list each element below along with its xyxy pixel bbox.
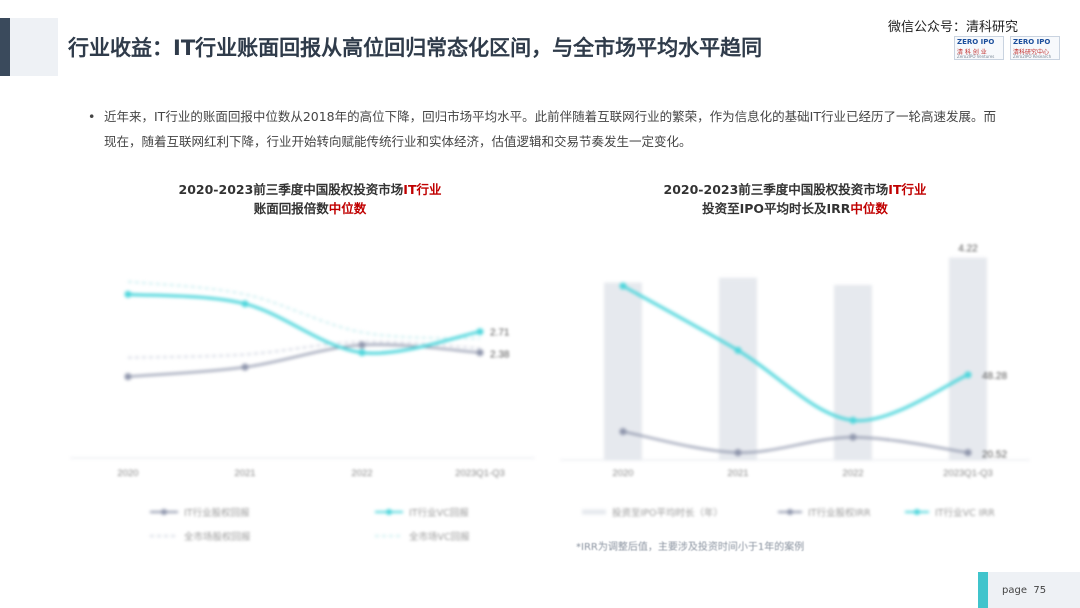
right-series-2-point-0 bbox=[619, 282, 627, 290]
left-legend-label-3: 全市场VC回报 bbox=[409, 531, 470, 543]
right-series-1-point-3 bbox=[964, 449, 972, 457]
right-series-2-point-2 bbox=[849, 416, 857, 424]
title-accent-bar bbox=[0, 18, 10, 76]
left-title-line2: 账面回报倍数 bbox=[253, 201, 329, 216]
left-series-1-point-0 bbox=[124, 290, 132, 298]
left-series-0-point-0 bbox=[124, 373, 132, 381]
left-data-label-0: 2.71 bbox=[490, 328, 510, 339]
brand-logos: ZERO IPO 清 科 创 业 Zero2IPO Ventures ZERO … bbox=[954, 36, 1060, 60]
right-title-line1-highlight: IT行业 bbox=[888, 182, 927, 197]
right-x-tick-0: 2020 bbox=[612, 468, 633, 479]
right-data-label-1: 48.28 bbox=[982, 371, 1007, 382]
page-num: 75 bbox=[1033, 585, 1047, 596]
left-legend-label-0: IT行业股权回报 bbox=[184, 507, 250, 519]
right-legend-label-2: IT行业VC IRR bbox=[935, 507, 995, 519]
left-x-tick-3: 2023Q1-Q3 bbox=[455, 468, 505, 479]
left-legend-label-1: IT行业VC回报 bbox=[409, 507, 469, 519]
right-series-1-point-1 bbox=[734, 449, 742, 457]
right-series-line-2 bbox=[622, 284, 969, 423]
right-title-line1: 2020-2023前三季度中国股权投资市场 bbox=[663, 182, 889, 197]
left-series-0-point-3 bbox=[476, 349, 484, 357]
logo-right-bottom: 清科研究中心 bbox=[1013, 49, 1050, 56]
right-bar-2 bbox=[834, 284, 872, 460]
right-series-2-point-3 bbox=[964, 371, 972, 379]
logo-right-small: Zero2IPO Research bbox=[1013, 54, 1052, 59]
right-title-line2-highlight: 中位数 bbox=[850, 201, 888, 216]
left-x-tick-2: 2022 bbox=[351, 468, 372, 479]
left-x-tick-0: 2020 bbox=[117, 468, 138, 479]
title-accent-block bbox=[10, 18, 58, 76]
right-data-label-0: 4.22 bbox=[958, 244, 978, 255]
right-legend-label-0: 投资至IPO平均时长（年） bbox=[612, 507, 723, 519]
left-data-label-1: 2.38 bbox=[490, 350, 510, 361]
right-bar-1 bbox=[719, 277, 757, 460]
right-title-line2: 投资至IPO平均时长及IRR bbox=[702, 201, 851, 216]
charts-text-layer: 2.71 2.38 2020 2021 2022 2023Q1-Q3 IT行业股权回报 IT行… bbox=[117, 244, 1007, 543]
left-series-line-1 bbox=[127, 292, 481, 355]
logo-right-top: ZERO IPO bbox=[1013, 38, 1051, 46]
page-number: page 75 bbox=[1002, 585, 1046, 596]
left-legend-dot-1 bbox=[386, 509, 392, 515]
right-series-line-1 bbox=[622, 430, 969, 454]
logo-left-bottom: 清 科 创 业 bbox=[957, 49, 987, 56]
zero2ipo-ventures-logo: ZERO IPO 清 科 创 业 Zero2IPO Ventures bbox=[954, 36, 1004, 60]
right-x-tick-3: 2023Q1-Q3 bbox=[943, 468, 993, 479]
logo-left-small: Zero2IPO Ventures bbox=[957, 54, 995, 59]
right-data-label-2: 20.52 bbox=[982, 450, 1007, 461]
logo-left-top: ZERO IPO bbox=[957, 38, 995, 46]
page-label: page bbox=[1002, 585, 1027, 596]
left-title-line2-highlight: 中位数 bbox=[328, 201, 367, 216]
left-x-tick-1: 2021 bbox=[234, 468, 255, 479]
title-bar: 行业收益：IT行业账面回报从高位回归常态化区间，与全市场平均水平趋同 bbox=[0, 18, 1080, 76]
left-series-1-point-1 bbox=[241, 300, 249, 308]
left-chart-title: 2020-2023前三季度中国股权投资市场IT行业 账面回报倍数中位数 bbox=[140, 180, 480, 218]
left-series-line-0 bbox=[127, 343, 481, 378]
left-legend-label-2: 全市场股权回报 bbox=[184, 531, 251, 543]
left-series-1-point-3 bbox=[476, 328, 484, 336]
left-title-line1-highlight: IT行业 bbox=[403, 182, 442, 197]
right-series-1-point-0 bbox=[619, 428, 627, 436]
left-series-1-point-2 bbox=[358, 349, 366, 357]
left-series-0-point-1 bbox=[241, 363, 249, 371]
zero2ipo-research-logo: ZERO IPO 清科研究中心 Zero2IPO Research bbox=[1010, 36, 1060, 60]
footnote: *IRR为调整后值，主要涉及投资时间小于1年的案例 bbox=[576, 542, 805, 553]
right-legend-dot-1 bbox=[787, 509, 793, 515]
left-title-line1: 2020-2023前三季度中国股权投资市场 bbox=[178, 182, 404, 197]
left-series-0-point-2 bbox=[358, 341, 366, 349]
right-legend-dot-2 bbox=[914, 509, 920, 515]
right-x-tick-2: 2022 bbox=[842, 468, 863, 479]
right-legend-label-1: IT行业股权IRR bbox=[808, 507, 871, 519]
right-chart-title: 2020-2023前三季度中国股权投资市场IT行业 投资至IPO平均时长及IRR… bbox=[625, 180, 965, 218]
bullet-text: 近年来，IT行业的账面回报中位数从2018年的高位下降，回归市场平均水平。此前伴… bbox=[104, 109, 996, 149]
page-accent-strip bbox=[978, 572, 988, 608]
right-series-1-point-2 bbox=[849, 433, 857, 441]
charts-soft-layer bbox=[70, 257, 1030, 537]
right-bar-3 bbox=[949, 257, 987, 460]
right-x-tick-1: 2021 bbox=[727, 468, 748, 479]
watermark-text: 微信公众号：清科研究 bbox=[888, 20, 1019, 35]
page-title: 行业收益：IT行业账面回报从高位回归常态化区间，与全市场平均水平趋同 bbox=[68, 36, 763, 60]
right-series-2-point-1 bbox=[734, 346, 742, 354]
left-legend-dot-0 bbox=[161, 509, 167, 515]
bullet-marker: • bbox=[88, 109, 96, 124]
page-number-box bbox=[988, 572, 1080, 608]
bullet-paragraph: • 近年来，IT行业的账面回报中位数从2018年的高位下降，回归市场平均水平。此… bbox=[88, 104, 1008, 154]
